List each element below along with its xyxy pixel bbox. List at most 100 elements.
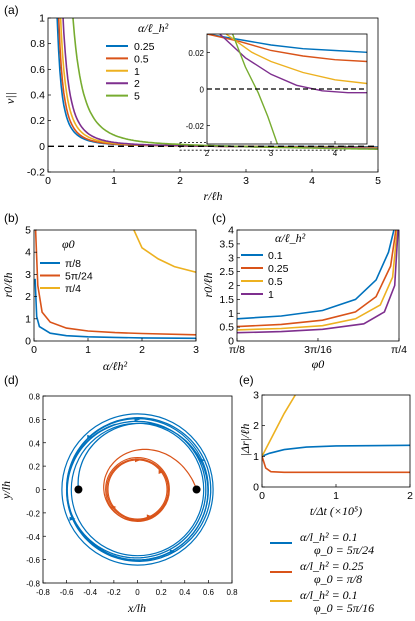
inset-line-purple [219, 34, 367, 94]
panel-e: (e) 0 1 2 0 1 2 3 t/Δt (×10⁵) |Δr|/ℓh α/l_h² = 0.1… [238, 373, 413, 615]
direction-arrow [87, 434, 94, 439]
y-axis-tick-label: 3.5 [219, 238, 234, 250]
orbit-orange [107, 459, 168, 520]
legend-label: α/l_h² = 0.1 [300, 530, 358, 544]
panel-label: (e) [239, 373, 254, 387]
x-axis-tick-label: 3π/16 [304, 344, 332, 356]
y-axis-label: v|| [3, 92, 17, 104]
start-point [192, 485, 201, 494]
panel-label: (b) [4, 211, 19, 225]
y-axis-tick-label: 5 [25, 225, 31, 237]
y-axis-tick-label: 2 [228, 280, 234, 292]
series-line [34, 230, 196, 336]
legend-label: 1 [134, 66, 140, 78]
x-axis-tick-label: 0 [31, 344, 37, 356]
legend-label: 5π/24 [65, 271, 93, 283]
x-axis-tick-label: -0.8 [36, 588, 50, 597]
y-axis-tick-label: -0.8 [26, 580, 40, 589]
legend-label: 0.25 [268, 263, 289, 275]
legend-label: 0.1 [268, 250, 283, 262]
y-axis-tick-label: -0.2 [26, 509, 40, 518]
y-axis-tick-label: 2 [253, 420, 259, 432]
y-axis-label: |Δr|/ℓh [238, 424, 252, 457]
y-axis-tick-label: 3 [253, 390, 259, 402]
y-axis-tick-label: 0 [253, 482, 259, 494]
legend-title: α/ℓ_h² [138, 21, 169, 35]
legend-label: 0.5 [134, 53, 149, 65]
y-axis-tick-label: 0.6 [29, 416, 41, 425]
legend-label: φ_0 = π/8 [314, 572, 362, 586]
y-axis-tick-label: 3 [228, 252, 234, 264]
axes-frame [236, 229, 400, 342]
series-line [237, 230, 397, 328]
x-axis-tick-label: 1 [85, 344, 91, 356]
x-axis-tick-label: 2 [139, 344, 145, 356]
legend-label: α/l_h² = 0.1 [300, 588, 358, 602]
x-axis-tick-label: 0.8 [226, 588, 238, 597]
x-axis-tick-label: -0.6 [60, 588, 74, 597]
y-axis-tick-label: 0.8 [29, 393, 41, 402]
x-axis-tick-label: 0 [135, 588, 140, 597]
x-axis-tick-label: 0.4 [179, 588, 191, 597]
legend-title: α/ℓ_h² [275, 231, 306, 245]
trajectory-orange [103, 448, 198, 522]
inset-x-tick-label: 4 [333, 149, 338, 158]
panel-a: (a)0 1 2 3 4 5-0.200.20.40.60.81r/ℓhv||α/ℓ_h²… [3, 3, 381, 203]
direction-arrow [134, 417, 141, 422]
x-axis-label: φ0 [312, 357, 325, 371]
x-axis-label: t/Δt (×10⁵) [310, 504, 362, 518]
x-axis-label: r/ℓh [203, 189, 222, 203]
x-axis-tick-label: 2 [177, 175, 183, 187]
inset-line-green [231, 34, 279, 144]
x-axis-tick-label: 0.2 [156, 588, 168, 597]
y-axis-tick-label: 1 [25, 313, 31, 325]
x-axis-tick-label: 0 [259, 490, 265, 502]
inset-y-tick-label: 0.02 [188, 49, 204, 58]
orbit-blue [61, 413, 214, 566]
y-axis-tick-label: 4 [25, 247, 31, 259]
axes-frame [261, 394, 411, 488]
y-axis-tick-label: 0.4 [30, 90, 45, 102]
direction-arrow [111, 505, 117, 510]
series-line [34, 278, 196, 340]
y-axis-label: r0/ℓh [1, 272, 15, 297]
x-axis-tick-label: 0.6 [203, 588, 215, 597]
direction-arrow [169, 549, 176, 554]
panel-label: (c) [212, 211, 226, 225]
direction-arrow [146, 514, 152, 519]
x-axis-tick-label: 1 [111, 175, 117, 187]
series-line [133, 230, 196, 273]
inset-line-yellow [225, 34, 367, 85]
x-axis-tick-label: 1 [333, 490, 339, 502]
series-line [262, 456, 410, 474]
inset-x-tick-label: 3 [269, 149, 274, 158]
x-axis-tick-label: 3 [193, 344, 199, 356]
legend-label: 2 [134, 78, 140, 90]
y-axis-tick-label: 1 [39, 13, 45, 25]
y-axis-tick-label: 0.5 [219, 322, 234, 334]
x-axis-tick-label: -0.4 [83, 588, 97, 597]
y-axis-tick-label: 0.6 [30, 64, 45, 76]
y-axis-tick-label: 1 [228, 308, 234, 320]
y-axis-tick-label: 0 [39, 141, 45, 153]
legend-label: φ_0 = 5π/24 [314, 543, 374, 557]
series-line [262, 395, 296, 457]
y-axis-tick-label: 0 [228, 336, 234, 348]
y-axis-tick-label: 0.2 [30, 115, 45, 127]
x-axis-tick-label: π/8 [229, 344, 245, 356]
x-axis-tick-label: 3 [243, 175, 249, 187]
x-axis-label: x/lh [127, 601, 146, 615]
legend-label: π/4 [65, 283, 81, 295]
x-axis-tick-label: 2 [407, 490, 413, 502]
y-axis-tick-label: 0.8 [30, 38, 45, 50]
panel-label: (a) [4, 3, 19, 17]
legend-label: 1 [268, 289, 274, 301]
y-axis-tick-label: -0.6 [26, 556, 40, 565]
x-axis-tick-label: 5 [375, 175, 381, 187]
direction-arrow [69, 516, 76, 521]
y-axis-tick-label: 2 [25, 291, 31, 303]
x-axis-label: α/ℓh² [103, 359, 128, 373]
y-axis-tick-label: 3 [25, 269, 31, 281]
zoom-region-box [179, 142, 346, 151]
